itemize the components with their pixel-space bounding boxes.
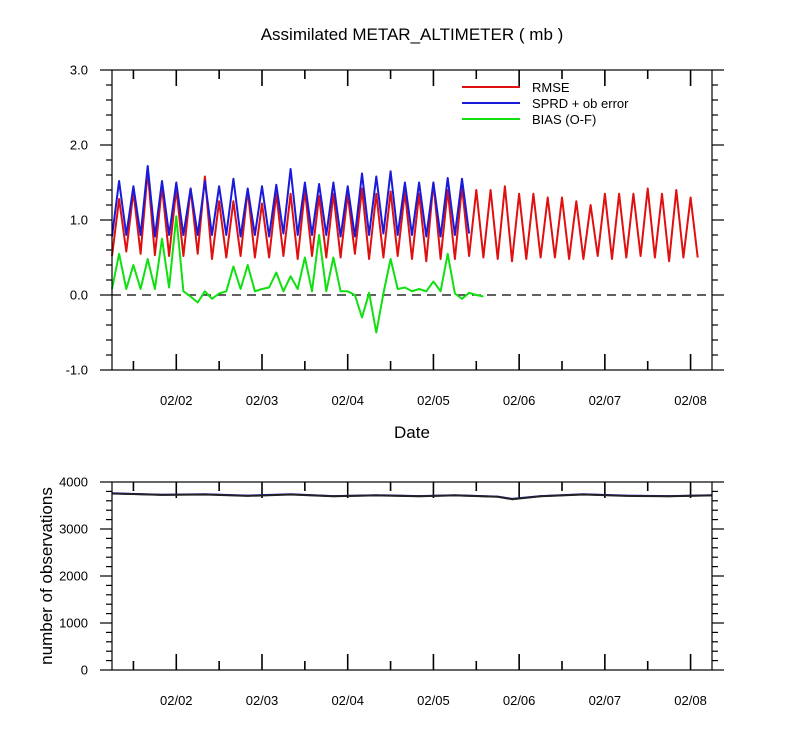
x-tick-label: 02/08: [674, 393, 707, 408]
x-tick-label: 02/04: [331, 693, 364, 708]
y-tick-label: -1.0: [66, 363, 88, 378]
series-line-0: [111, 170, 699, 263]
y-tick-label: 3000: [59, 522, 88, 537]
y-tick-label: 4000: [59, 475, 88, 490]
x-tick-label: 02/08: [674, 693, 707, 708]
x-tick-label: 02/07: [589, 693, 622, 708]
y-tick-label: 2000: [59, 569, 88, 584]
x-tick-label: 02/06: [503, 393, 536, 408]
series-line-1: [111, 492, 713, 501]
x-tick-label: 02/03: [246, 693, 279, 708]
x-tick-label: 02/02: [160, 693, 193, 708]
legend-label: BIAS (O-F): [532, 112, 596, 127]
y-tick-label: 2.0: [70, 138, 88, 153]
chart-title: Assimilated METAR_ALTIMETER ( mb ): [261, 25, 564, 44]
x-tick-label: 02/07: [589, 393, 622, 408]
observation-count-chart: 02/02 02/03 02/04 02/05 02/06 02/07 02/08 0 1000…: [37, 475, 724, 708]
y-tick-label: 1000: [59, 616, 88, 631]
x-tick-label: 02/03: [246, 393, 279, 408]
legend-label: RMSE: [532, 80, 570, 95]
plot-area: 02/02 02/03 02/04 02/05 02/06 02/07 02/08 0 1000…: [59, 475, 724, 708]
y-axis-label: number of observations: [37, 487, 56, 665]
y-tick-label: 0: [81, 663, 88, 678]
plot-frame: [111, 481, 713, 671]
plot-frame: [111, 69, 713, 371]
x-tick-label: 02/06: [503, 693, 536, 708]
series-line-1: [111, 165, 471, 238]
x-tick-label: 02/05: [417, 393, 450, 408]
x-tick-label: 02/04: [331, 393, 364, 408]
x-axis-label: Date: [394, 423, 430, 442]
rmse-spread-bias-chart: Assimilated METAR_ALTIMETER ( mb ) RMSES…: [66, 25, 724, 442]
x-tick-label: 02/02: [160, 393, 193, 408]
y-tick-label: 1.0: [70, 213, 88, 228]
series-line-2: [111, 215, 484, 334]
legend-label: SPRD + ob error: [532, 96, 629, 111]
y-tick-label: 0.0: [70, 288, 88, 303]
y-tick-label: 3.0: [70, 63, 88, 78]
plot-area: 02/02 02/03 02/04 02/05 02/06 02/07 02/08 -1.0 0…: [66, 63, 724, 408]
x-tick-label: 02/05: [417, 693, 450, 708]
